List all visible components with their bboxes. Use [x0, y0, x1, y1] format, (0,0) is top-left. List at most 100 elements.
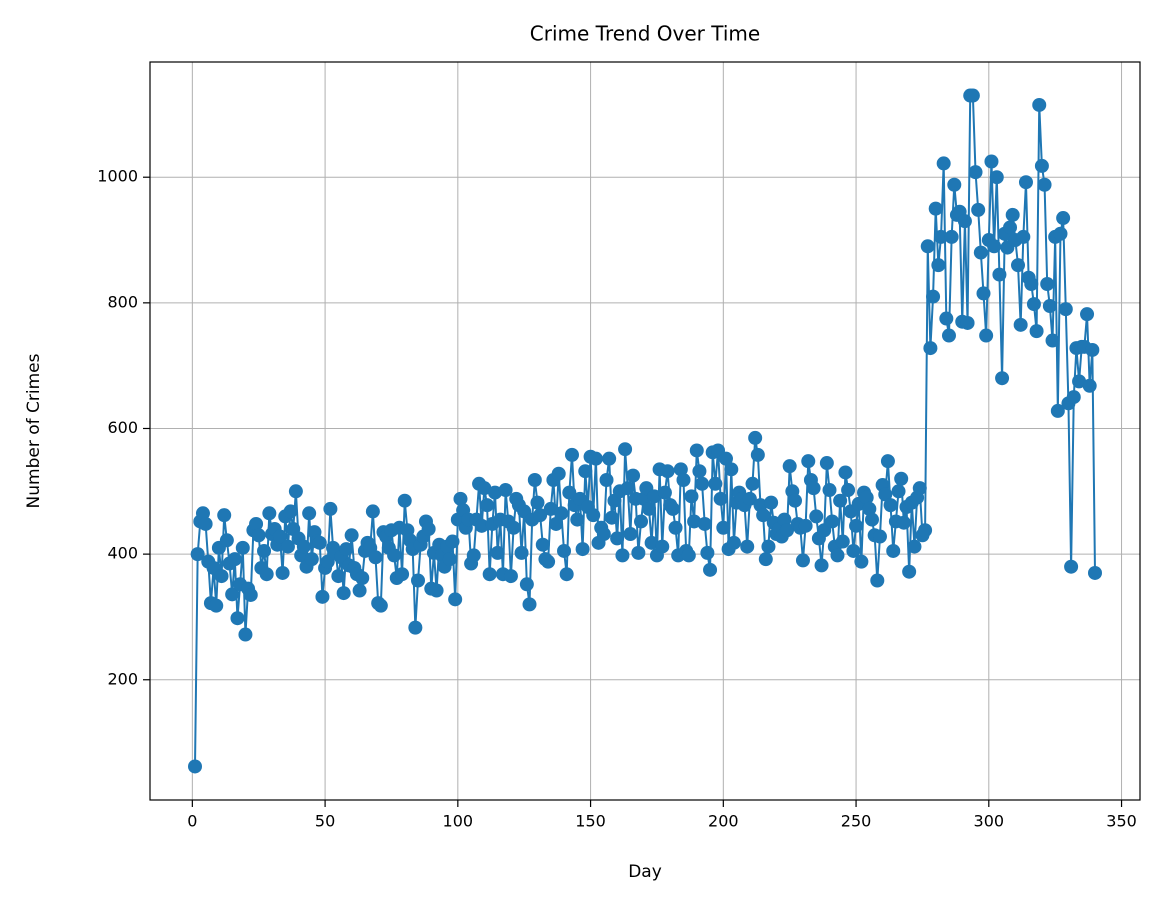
- data-point: [936, 156, 951, 171]
- data-point: [522, 597, 537, 612]
- data-point: [1003, 220, 1018, 235]
- data-point: [373, 598, 388, 613]
- data-point: [1029, 324, 1044, 339]
- data-point: [1058, 302, 1073, 317]
- data-point: [870, 573, 885, 588]
- data-point: [644, 535, 659, 550]
- data-point: [695, 476, 710, 491]
- data-point: [692, 464, 707, 479]
- data-point: [195, 506, 210, 521]
- data-point: [756, 508, 771, 523]
- data-point: [1056, 211, 1071, 226]
- data-point: [488, 485, 502, 500]
- data-point: [902, 564, 917, 579]
- data-point: [801, 454, 816, 469]
- data-point: [758, 552, 773, 567]
- data-point: [541, 554, 556, 569]
- data-point: [634, 514, 649, 529]
- data-point: [1042, 298, 1057, 313]
- y-tick-label: 200: [107, 669, 138, 688]
- data-point: [368, 550, 383, 565]
- data-point: [557, 543, 572, 558]
- data-point: [777, 512, 792, 527]
- data-point: [1088, 565, 1102, 580]
- data-point: [1024, 277, 1039, 292]
- data-point: [570, 512, 585, 527]
- data-point: [554, 506, 569, 521]
- data-point: [527, 472, 542, 487]
- data-point: [660, 464, 675, 479]
- data-point: [713, 491, 728, 506]
- data-point: [835, 534, 850, 549]
- x-tick-label: 300: [974, 812, 1005, 831]
- data-point: [788, 493, 802, 508]
- data-point: [225, 587, 240, 602]
- data-point: [979, 328, 994, 343]
- data-point: [1066, 390, 1081, 405]
- data-point: [976, 286, 991, 301]
- data-point: [987, 239, 1002, 254]
- data-point: [602, 451, 617, 466]
- data-point: [259, 567, 274, 582]
- data-point: [198, 516, 213, 531]
- data-point: [1005, 207, 1020, 222]
- data-point: [344, 528, 359, 543]
- data-point: [480, 498, 495, 513]
- data-point: [973, 245, 988, 260]
- x-tick-label: 50: [315, 812, 335, 831]
- data-point: [700, 545, 715, 560]
- data-point: [490, 545, 505, 560]
- data-point: [395, 567, 410, 582]
- x-tick-label: 250: [841, 812, 872, 831]
- data-point: [530, 495, 545, 510]
- data-point: [1082, 378, 1097, 393]
- data-point: [1037, 177, 1052, 192]
- data-point: [907, 539, 922, 554]
- data-point: [1013, 317, 1028, 332]
- data-point: [275, 565, 290, 580]
- data-point: [238, 627, 253, 642]
- data-point: [668, 520, 683, 535]
- data-point: [740, 539, 755, 554]
- data-point: [365, 504, 380, 519]
- data-point: [535, 537, 550, 552]
- data-point: [965, 88, 980, 103]
- data-point: [1011, 258, 1026, 273]
- data-point: [562, 485, 577, 500]
- x-tick-label: 100: [443, 812, 474, 831]
- data-point: [217, 508, 232, 523]
- data-point: [498, 483, 513, 498]
- data-point: [610, 531, 625, 546]
- data-point: [647, 489, 662, 504]
- data-point: [697, 516, 712, 531]
- data-point: [323, 501, 338, 516]
- data-point: [442, 552, 457, 567]
- data-point: [296, 539, 311, 554]
- data-point: [928, 201, 943, 216]
- y-tick-label: 800: [107, 292, 138, 311]
- data-point: [474, 518, 489, 533]
- data-point: [846, 543, 861, 558]
- data-point: [411, 573, 426, 588]
- data-point: [944, 229, 959, 244]
- data-point: [482, 567, 497, 582]
- data-point: [655, 539, 670, 554]
- data-point: [302, 506, 317, 521]
- data-point: [586, 508, 601, 523]
- data-point: [251, 528, 266, 543]
- data-point: [689, 443, 704, 458]
- data-point: [995, 371, 1010, 386]
- data-point: [331, 569, 346, 584]
- data-point: [872, 529, 887, 544]
- data-point: [272, 529, 287, 544]
- data-point: [1018, 175, 1033, 190]
- data-point: [219, 533, 234, 548]
- data-point: [596, 527, 611, 542]
- data-point: [549, 516, 564, 531]
- data-point: [992, 267, 1007, 282]
- data-point: [599, 472, 614, 487]
- data-point: [742, 491, 757, 506]
- data-point: [941, 328, 956, 343]
- data-point: [315, 589, 330, 604]
- data-point: [822, 483, 837, 498]
